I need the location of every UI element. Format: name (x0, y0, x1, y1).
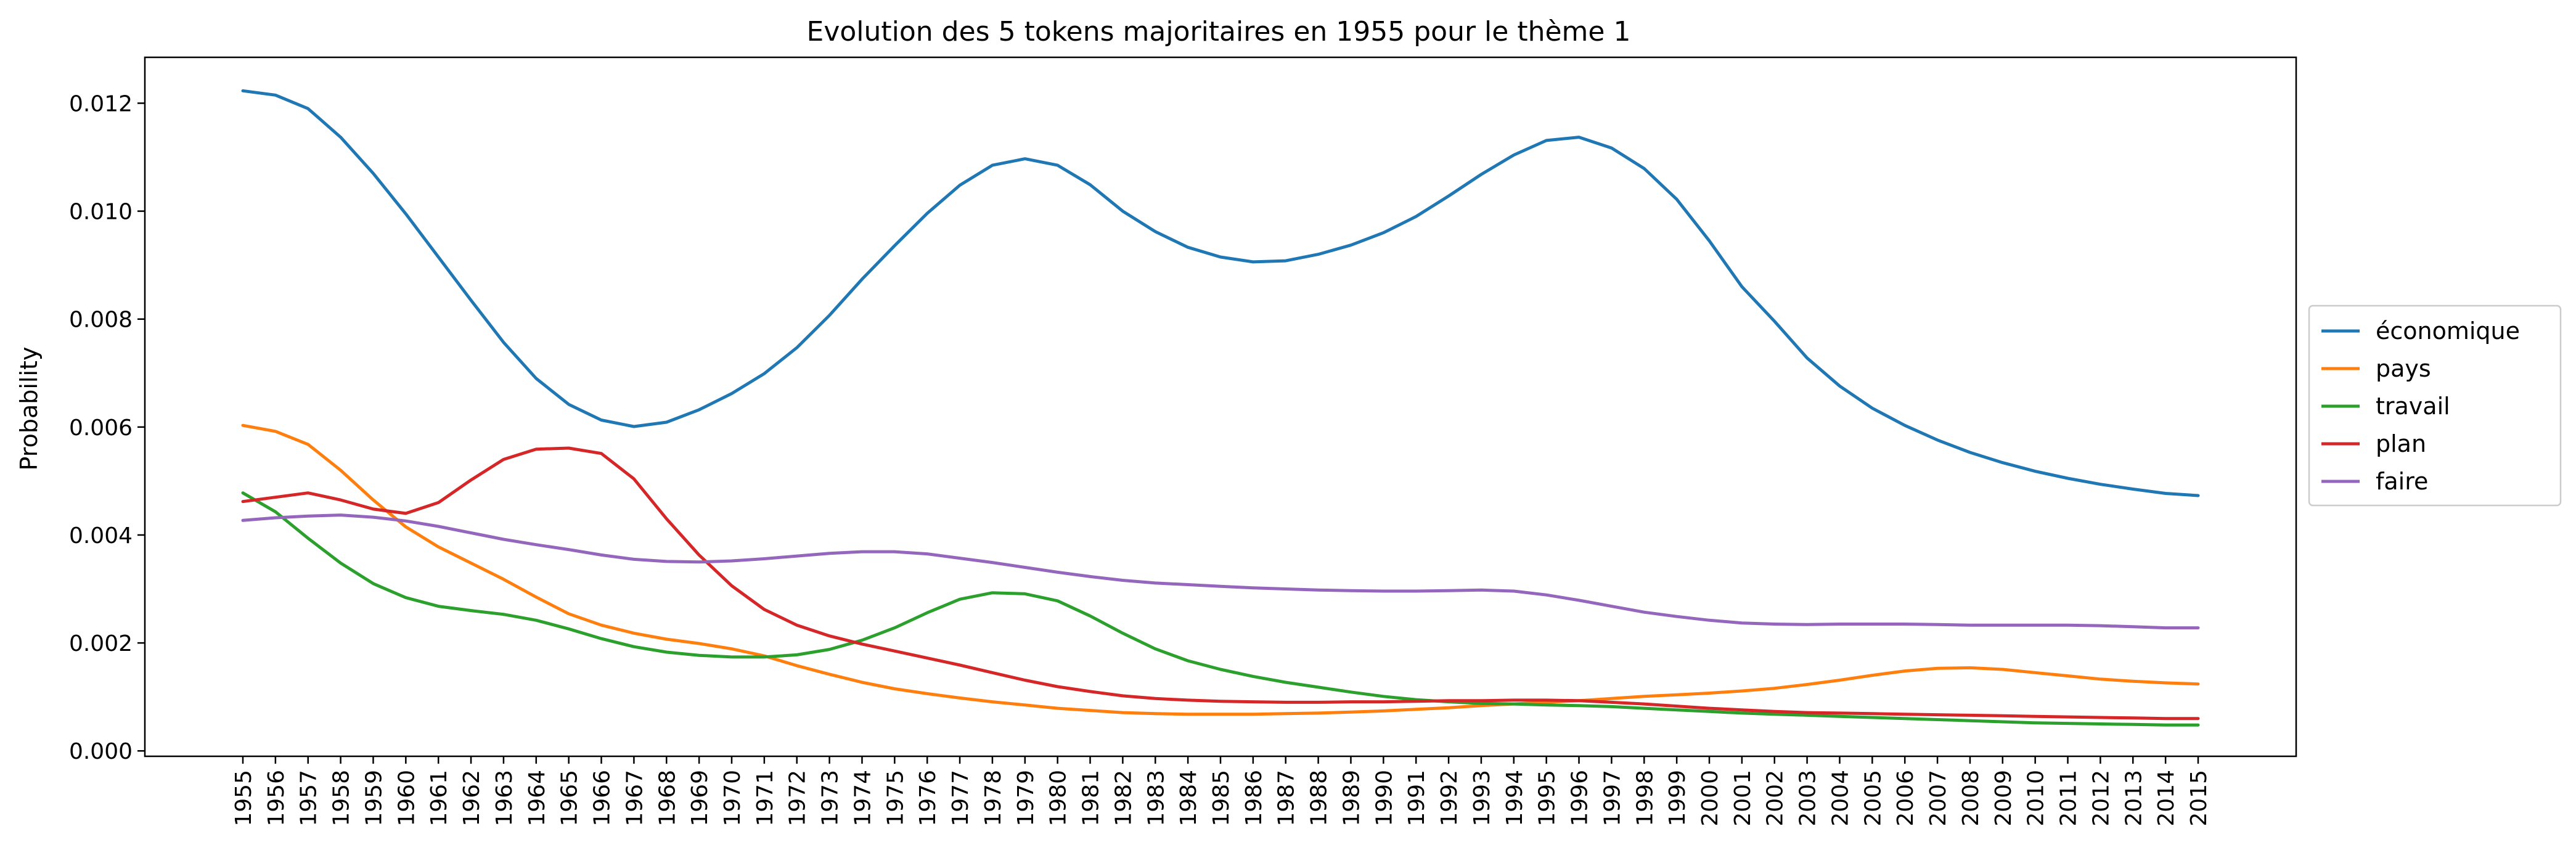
x-tick-label: 2007 (1926, 770, 1951, 827)
legend-label: économique (2376, 317, 2520, 345)
x-tick-label: 2000 (1698, 770, 1723, 827)
x-tick-label: 2014 (2154, 770, 2179, 827)
x-tick-label: 2003 (1796, 770, 1821, 827)
x-tick-label: 1975 (883, 770, 908, 827)
x-tick-label: 1956 (264, 770, 289, 827)
x-tick-label: 2002 (1763, 770, 1788, 827)
x-tick-label: 2004 (1828, 770, 1853, 827)
x-tick-label: 1967 (622, 770, 647, 827)
x-tick-label: 1959 (361, 770, 386, 827)
x-tick-label: 1993 (1470, 770, 1495, 827)
x-tick-label: 2013 (2121, 770, 2146, 827)
x-tick-label: 1965 (557, 770, 583, 827)
x-tick-label: 2001 (1730, 770, 1756, 827)
y-tick-label: 0.010 (69, 200, 133, 225)
x-tick-label: 1994 (1502, 770, 1527, 827)
legend-box (2308, 304, 2562, 507)
legend-label: travail (2376, 393, 2450, 420)
x-tick-label: 1955 (231, 770, 256, 827)
series-line-4 (241, 513, 2200, 630)
y-axis-label: Probability (15, 347, 43, 471)
x-tick-label: 1964 (525, 770, 550, 827)
x-tick-label: 1968 (655, 770, 680, 827)
legend-label: faire (2376, 468, 2428, 495)
x-tick-label: 1957 (296, 770, 322, 827)
series-lines (241, 89, 2200, 727)
x-tick-label: 1985 (1209, 770, 1234, 827)
x-tick-label: 1969 (687, 770, 713, 827)
x-tick-label: 1961 (427, 770, 452, 827)
legend: économique pays travail plan faire (2308, 304, 2562, 507)
y-tick-label: 0.004 (69, 523, 133, 549)
x-tick-label: 1980 (1046, 770, 1071, 827)
x-tick-label: 1973 (818, 770, 843, 827)
legend-label: pays (2376, 355, 2431, 382)
x-tick-label: 1983 (1143, 770, 1169, 827)
x-tick-label: 2012 (2088, 770, 2114, 827)
x-tick-label: 1987 (1274, 770, 1299, 827)
x-tick-label: 1984 (1176, 770, 1201, 827)
x-tick-label: 1978 (981, 770, 1006, 827)
series-line-3 (241, 446, 2200, 721)
x-tick-label: 1972 (785, 770, 811, 827)
series-line-2 (241, 491, 2200, 727)
x-tick-label: 1991 (1404, 770, 1429, 827)
legend-label: plan (2376, 430, 2426, 457)
x-tick-label: 1995 (1535, 770, 1560, 827)
x-tick-label: 1998 (1632, 770, 1658, 827)
x-tick-label: 2009 (1991, 770, 2016, 827)
series-line-1 (241, 423, 2200, 716)
series-line-0 (241, 89, 2200, 497)
x-tick-label: 2006 (1893, 770, 1918, 827)
x-tick-label: 1960 (394, 770, 419, 827)
x-tick-label: 1986 (1241, 770, 1267, 827)
x-tick-label: 1971 (753, 770, 778, 827)
x-axis: 1955 1956 1957 1958 1959 1960 1961 1962 1963 1964… (231, 756, 2212, 827)
x-tick-label: 1979 (1013, 770, 1039, 827)
x-tick-label: 2008 (1958, 770, 1984, 827)
y-axis: 0.000 0.002 0.004 0.006 0.008 0.010 0.012 (69, 91, 145, 764)
x-tick-label: 2011 (2056, 770, 2082, 827)
x-tick-label: 2005 (1860, 770, 1886, 827)
x-tick-label: 1981 (1079, 770, 1104, 827)
x-tick-label: 1958 (329, 770, 354, 827)
x-tick-label: 1970 (720, 770, 745, 827)
chart-title: Evolution des 5 tokens majoritaires en 1… (807, 16, 1631, 47)
x-tick-label: 2010 (2024, 770, 2049, 827)
x-tick-label: 1997 (1600, 770, 1625, 827)
x-tick-label: 1988 (1307, 770, 1332, 827)
x-tick-label: 2015 (2186, 770, 2212, 827)
x-tick-label: 1990 (1372, 770, 1397, 827)
x-tick-label: 1963 (492, 770, 517, 827)
x-tick-label: 1962 (459, 770, 485, 827)
x-tick-label: 1992 (1437, 770, 1462, 827)
x-tick-label: 1982 (1111, 770, 1136, 827)
x-tick-label: 1996 (1568, 770, 1593, 827)
y-tick-label: 0.000 (69, 739, 133, 764)
x-tick-label: 1966 (590, 770, 615, 827)
y-tick-label: 0.008 (69, 308, 133, 333)
y-tick-label: 0.012 (69, 91, 133, 116)
x-tick-label: 1976 (915, 770, 941, 827)
x-tick-label: 1974 (850, 770, 875, 827)
x-tick-label: 1977 (948, 770, 973, 827)
y-tick-label: 0.006 (69, 415, 133, 441)
x-tick-label: 1999 (1665, 770, 1690, 827)
y-tick-label: 0.002 (69, 631, 133, 656)
x-tick-label: 1989 (1339, 770, 1364, 827)
